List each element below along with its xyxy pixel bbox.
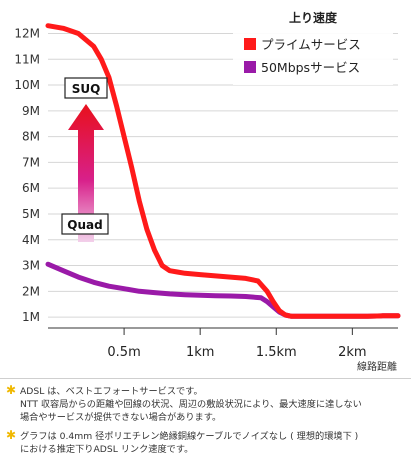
footnote-adsl: ✱ ADSL は、ベストエフォートサービスです。 NTT 収容局からの距離や回線… bbox=[0, 383, 411, 424]
legend: 上り速度 プライムサービス 50Mbpsサービス bbox=[233, 5, 393, 85]
footnote-divider bbox=[0, 378, 411, 379]
x-axis-title: 線路距離 bbox=[357, 360, 397, 373]
note-line: NTT 収容局からの距離や回線の状況、周辺の敷設状況により、最大速度に達しない bbox=[20, 399, 362, 410]
legend-label-prime: プライムサービス bbox=[261, 37, 361, 52]
y-tick-label: 11M bbox=[14, 52, 40, 66]
note-line: における推定下りADSL リンク速度です。 bbox=[20, 444, 194, 455]
series-50mbps-line bbox=[45, 261, 401, 319]
y-tick-label: 6M bbox=[22, 181, 40, 195]
note-line: グラフは 0.4mm 径ポリエチレン絶縁銅線ケーブルでノイズなし ( 理想的環境… bbox=[20, 431, 359, 442]
x-tick-label: 1km bbox=[186, 345, 214, 360]
footnote-graph: ✱ グラフは 0.4mm 径ポリエチレン絶縁銅線ケーブルでノイズなし ( 理想的… bbox=[0, 428, 411, 456]
quad-label: Quad bbox=[67, 218, 102, 232]
legend-swatch-prime bbox=[244, 38, 256, 50]
note-line: 場合やサービスが提供できない場合があります。 bbox=[20, 412, 222, 423]
quad-label-box bbox=[61, 213, 109, 235]
upgrade-annotation: SUQ Quad bbox=[61, 77, 109, 242]
y-tick-label: 1M bbox=[22, 310, 40, 324]
x-tick-label: 1.5km bbox=[256, 345, 297, 360]
y-tick-label: 9M bbox=[22, 104, 40, 118]
legend-label-50mbps: 50Mbpsサービス bbox=[261, 60, 360, 75]
footnotes: ✱ ADSL は、ベストエフォートサービスです。 NTT 収容局からの距離や回線… bbox=[0, 378, 411, 462]
x-tick-label: 2km bbox=[338, 345, 366, 360]
x-ticks bbox=[123, 328, 353, 335]
y-tick-label: 12M bbox=[14, 26, 40, 40]
note-line: ADSL は、ベストエフォートサービスです。 bbox=[20, 386, 203, 397]
y-tick-label: 3M bbox=[22, 259, 40, 273]
legend-box bbox=[233, 5, 393, 85]
note-marker-icon: ✱ bbox=[6, 428, 17, 442]
legend-title: 上り速度 bbox=[289, 10, 338, 25]
x-tick-label: 0.5m bbox=[107, 345, 140, 360]
legend-swatch-50mbps bbox=[244, 61, 256, 73]
suq-label: SUQ bbox=[72, 82, 101, 96]
y-tick-label: 8M bbox=[22, 130, 40, 144]
y-tick-label: 7M bbox=[22, 155, 40, 169]
y-tick-label: 4M bbox=[22, 233, 40, 247]
y-tick-label: 10M bbox=[14, 78, 40, 92]
x-axis-labels: 0.5m 1km 1.5km 2km bbox=[107, 345, 366, 360]
y-tick-label: 2M bbox=[22, 284, 40, 298]
suq-label-box bbox=[64, 77, 108, 99]
series-prime-line bbox=[45, 23, 401, 319]
grid-lines bbox=[48, 32, 398, 318]
upgrade-arrow bbox=[68, 104, 104, 242]
speed-chart: 1M 2M 3M 4M 5M 6M 7M 8M 9M 10M 11M 12M 0.5m 1km 1.5km… bbox=[14, 5, 401, 373]
y-axis-labels: 1M 2M 3M 4M 5M 6M 7M 8M 9M 10M 11M 12M bbox=[14, 26, 40, 324]
y-tick-label: 5M bbox=[22, 207, 40, 221]
note-marker-icon: ✱ bbox=[6, 383, 17, 397]
